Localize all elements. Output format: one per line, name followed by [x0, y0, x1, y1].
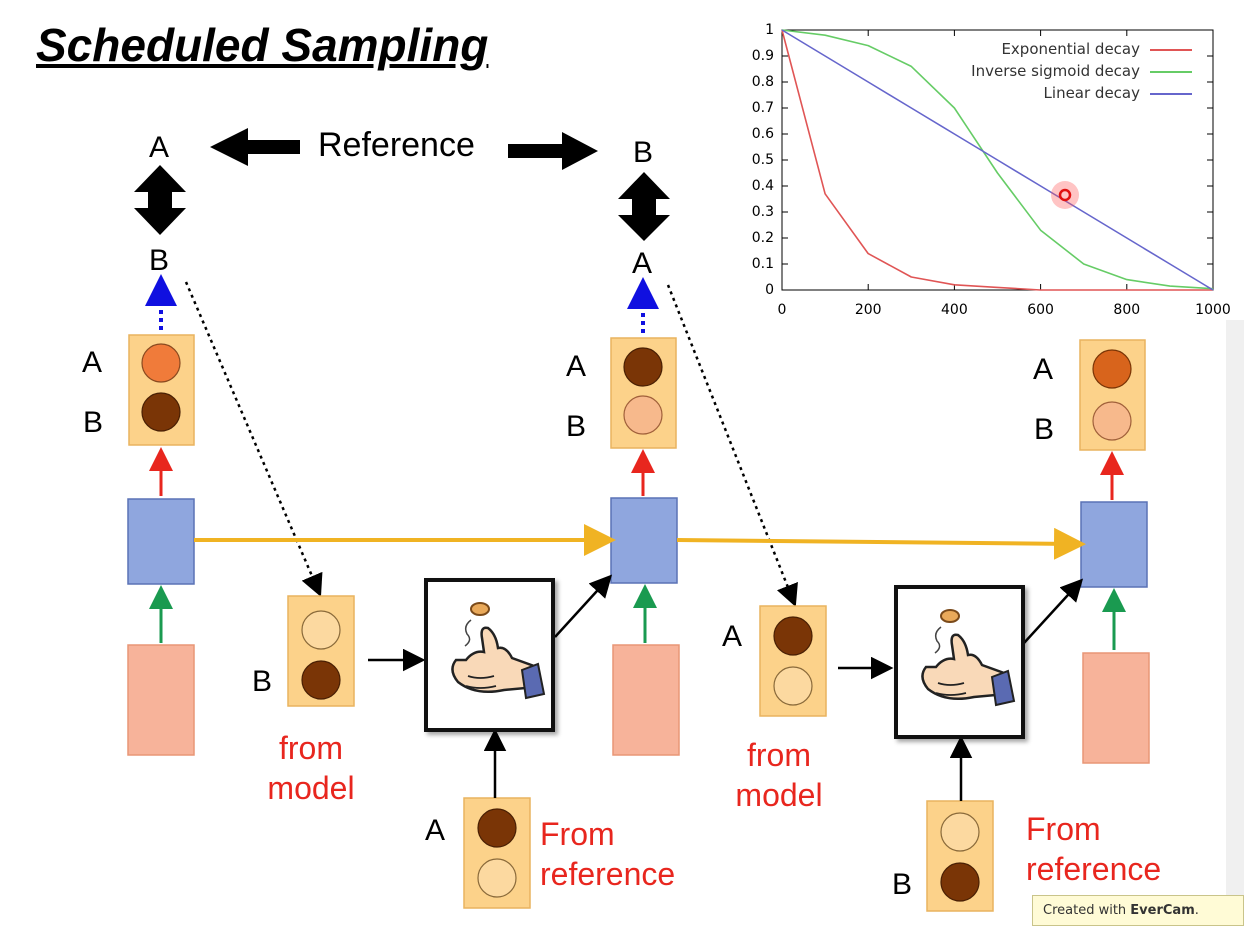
output-distribution-1: [128, 334, 195, 446]
y-tick-label: 0.1: [751, 256, 774, 272]
y-tick-label: 0.5: [751, 152, 774, 168]
watermark-suffix: .: [1194, 903, 1199, 918]
from-reference-label-1: From reference: [540, 816, 676, 892]
dist3-label-b: B: [1034, 413, 1055, 446]
top-left-reference-token: A: [149, 131, 170, 164]
hidden-state-arrow-2: [676, 527, 1086, 560]
rnn-cell-1: [127, 498, 195, 585]
model-sample-box-2: [759, 605, 827, 717]
input-block-3: [1082, 652, 1150, 764]
dist1-label-a: A: [82, 346, 103, 379]
model-sample-2-token: A: [722, 620, 743, 653]
reference-label: Reference: [318, 126, 475, 164]
coin-to-rnn-arrow-2: [1023, 578, 1084, 644]
legend-entry-inverse-sigmoid: Inverse sigmoid decay: [812, 62, 1192, 80]
side-panel-edge: [1226, 320, 1244, 895]
y-tick-label: 0.7: [751, 100, 774, 116]
y-tick-label: 0.4: [751, 178, 774, 194]
watermark-prefix: Created with: [1043, 903, 1131, 918]
y-tick-label: 0: [765, 282, 774, 298]
series-line-inverse-sigmoid-decay: [781, 29, 1214, 290]
from-reference-label-2: From reference: [1026, 811, 1162, 887]
reference-box-1: [463, 797, 531, 909]
from-model-label-1: from model: [267, 730, 355, 806]
model-output-arrow-2: [666, 284, 798, 607]
x-tick-label: 600: [1027, 302, 1054, 318]
reference-1-token: A: [425, 814, 446, 847]
x-tick-label: 800: [1113, 302, 1141, 318]
cursor-highlight: [1051, 181, 1079, 209]
decay-chart: [781, 29, 1214, 291]
x-tick-label: 200: [854, 302, 882, 318]
output-distribution-2: [610, 337, 677, 449]
legend-entry-exponential: Exponential decay: [812, 40, 1192, 58]
dist3-label-a: A: [1033, 353, 1054, 386]
coin-flip-box-1: [424, 578, 555, 732]
slide-title: Scheduled Sampling: [36, 19, 489, 71]
swap-double-arrow-mid: [618, 172, 670, 241]
coin-flip-box-2: [894, 585, 1025, 739]
coin-to-rnn-arrow-1: [554, 574, 613, 638]
reference-left-arrow: [210, 128, 300, 166]
model-output-arrow-1: [184, 281, 323, 597]
y-tick-label: 0.9: [751, 48, 774, 64]
y-tick-label: 0.8: [751, 74, 774, 90]
model-sample-1-token: B: [252, 665, 273, 698]
coin-flip-hand-icon: [451, 602, 546, 700]
legend-label: Inverse sigmoid decay: [971, 62, 1140, 80]
x-tick-label: 1000: [1195, 302, 1231, 318]
reference-right-arrow: [508, 132, 598, 170]
coin-flip-hand-icon: [921, 609, 1016, 707]
x-tick-label: 0: [777, 302, 787, 318]
chart-legend: Exponential decay Inverse sigmoid decay …: [812, 40, 1192, 102]
top-mid-sampled-token: A: [632, 247, 653, 280]
y-tick-label: 0.3: [751, 204, 774, 220]
y-tick-label: 1: [765, 22, 774, 38]
dist2-label-b: B: [566, 410, 587, 443]
input-block-2: [612, 644, 680, 756]
dist2-label-a: A: [566, 350, 587, 383]
watermark: Created with EverCam.: [1032, 895, 1244, 926]
reference-2-token: B: [892, 868, 913, 901]
y-tick-label: 0.6: [751, 126, 774, 142]
top-left-sampled-token: B: [149, 244, 170, 277]
legend-entry-linear: Linear decay: [812, 84, 1192, 102]
series-line-linear-decay: [781, 29, 1214, 291]
rnn-cell-2: [610, 497, 678, 584]
y-tick-label: 0.2: [751, 230, 774, 246]
watermark-brand: EverCam: [1130, 903, 1195, 918]
rnn-cell-3: [1080, 501, 1148, 588]
top-mid-reference-token: B: [633, 136, 654, 169]
from-model-label-2: from model: [735, 737, 823, 813]
x-tick-label: 400: [941, 302, 968, 318]
output-distribution-3: [1079, 339, 1146, 451]
reference-box-2: [926, 800, 994, 912]
model-sample-box-1: [287, 595, 355, 707]
legend-label: Linear decay: [1043, 84, 1140, 102]
dist1-label-b: B: [83, 406, 104, 439]
swap-double-arrow-left: [134, 165, 186, 235]
input-block-1: [127, 644, 195, 756]
legend-label: Exponential decay: [1001, 40, 1140, 58]
series-line-exponential-decay: [781, 29, 1213, 291]
